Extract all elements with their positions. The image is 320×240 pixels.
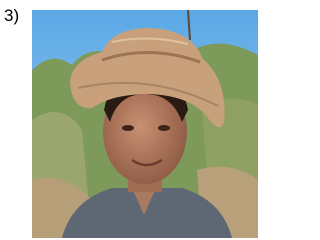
eye	[158, 125, 170, 131]
figure-label: 3)	[4, 6, 19, 26]
page: 3) (() => { const data = JSON.parse(docu…	[0, 0, 260, 240]
eye	[122, 125, 134, 131]
photo	[32, 10, 258, 238]
